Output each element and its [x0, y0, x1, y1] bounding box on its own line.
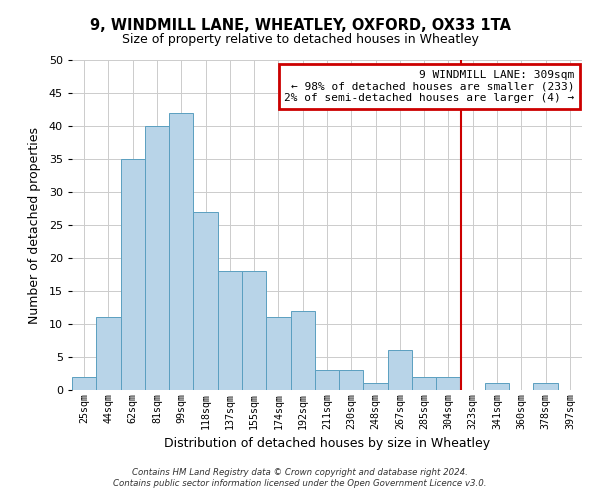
- Bar: [96, 318, 121, 390]
- Bar: [339, 370, 364, 390]
- Text: Size of property relative to detached houses in Wheatley: Size of property relative to detached ho…: [122, 32, 478, 46]
- Bar: [145, 126, 169, 390]
- Text: 9, WINDMILL LANE, WHEATLEY, OXFORD, OX33 1TA: 9, WINDMILL LANE, WHEATLEY, OXFORD, OX33…: [89, 18, 511, 32]
- X-axis label: Distribution of detached houses by size in Wheatley: Distribution of detached houses by size …: [164, 437, 490, 450]
- Bar: [72, 377, 96, 390]
- Bar: [242, 271, 266, 390]
- Bar: [121, 159, 145, 390]
- Y-axis label: Number of detached properties: Number of detached properties: [28, 126, 41, 324]
- Bar: [218, 271, 242, 390]
- Text: Contains HM Land Registry data © Crown copyright and database right 2024.
Contai: Contains HM Land Registry data © Crown c…: [113, 468, 487, 487]
- Bar: [315, 370, 339, 390]
- Bar: [485, 384, 509, 390]
- Bar: [266, 318, 290, 390]
- Bar: [388, 350, 412, 390]
- Bar: [436, 377, 461, 390]
- Bar: [364, 384, 388, 390]
- Bar: [193, 212, 218, 390]
- Bar: [169, 113, 193, 390]
- Bar: [533, 384, 558, 390]
- Text: 9 WINDMILL LANE: 309sqm
← 98% of detached houses are smaller (233)
2% of semi-de: 9 WINDMILL LANE: 309sqm ← 98% of detache…: [284, 70, 574, 103]
- Bar: [412, 377, 436, 390]
- Bar: [290, 311, 315, 390]
